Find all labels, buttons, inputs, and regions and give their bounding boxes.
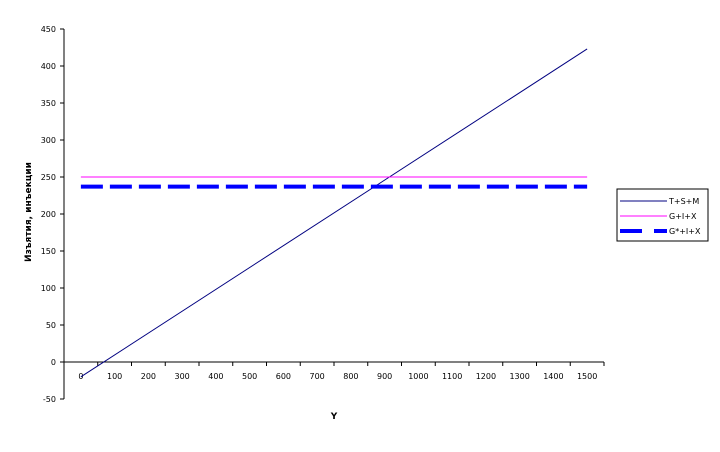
x-tick-label: 200 (141, 372, 156, 381)
x-tick-label: 100 (107, 372, 122, 381)
y-tick-label: 150 (41, 247, 56, 256)
x-tick-label: 400 (208, 372, 223, 381)
y-tick-label: 250 (41, 173, 56, 182)
y-tick-label: 350 (41, 99, 56, 108)
x-tick-label: 1300 (509, 372, 529, 381)
y-tick-label: 100 (41, 284, 56, 293)
x-tick-label: 500 (242, 372, 257, 381)
y-tick-label: -50 (43, 395, 56, 404)
x-tick-label: 1400 (543, 372, 563, 381)
y-axis-label: Изъятия, инъекции (24, 162, 34, 262)
x-tick-label: 1000 (408, 372, 428, 381)
y-tick-label: 0 (51, 358, 56, 367)
y-tick-label: 200 (41, 210, 56, 219)
y-tick-label: 300 (41, 136, 56, 145)
x-tick-label: 1500 (577, 372, 597, 381)
y-tick-label: 450 (41, 25, 56, 34)
legend-label: G*+I+X (669, 227, 701, 236)
x-tick-label: 700 (309, 372, 324, 381)
y-tick-label: 50 (46, 321, 56, 330)
x-tick-label: 600 (276, 372, 291, 381)
x-axis-label: Y (330, 412, 338, 422)
x-tick-label: 1100 (442, 372, 462, 381)
x-tick-label: 300 (174, 372, 189, 381)
series-line-T+S+M (80, 48, 588, 378)
legend-label: T+S+M (668, 197, 699, 206)
y-tick-label: 400 (41, 62, 56, 71)
legend: T+S+M G+I+X G*+I+X (616, 188, 709, 242)
x-tick-label: 800 (343, 372, 358, 381)
legend-label: G+I+X (669, 212, 697, 221)
x-tick-label: 900 (377, 372, 392, 381)
x-tick-label: 1200 (476, 372, 496, 381)
